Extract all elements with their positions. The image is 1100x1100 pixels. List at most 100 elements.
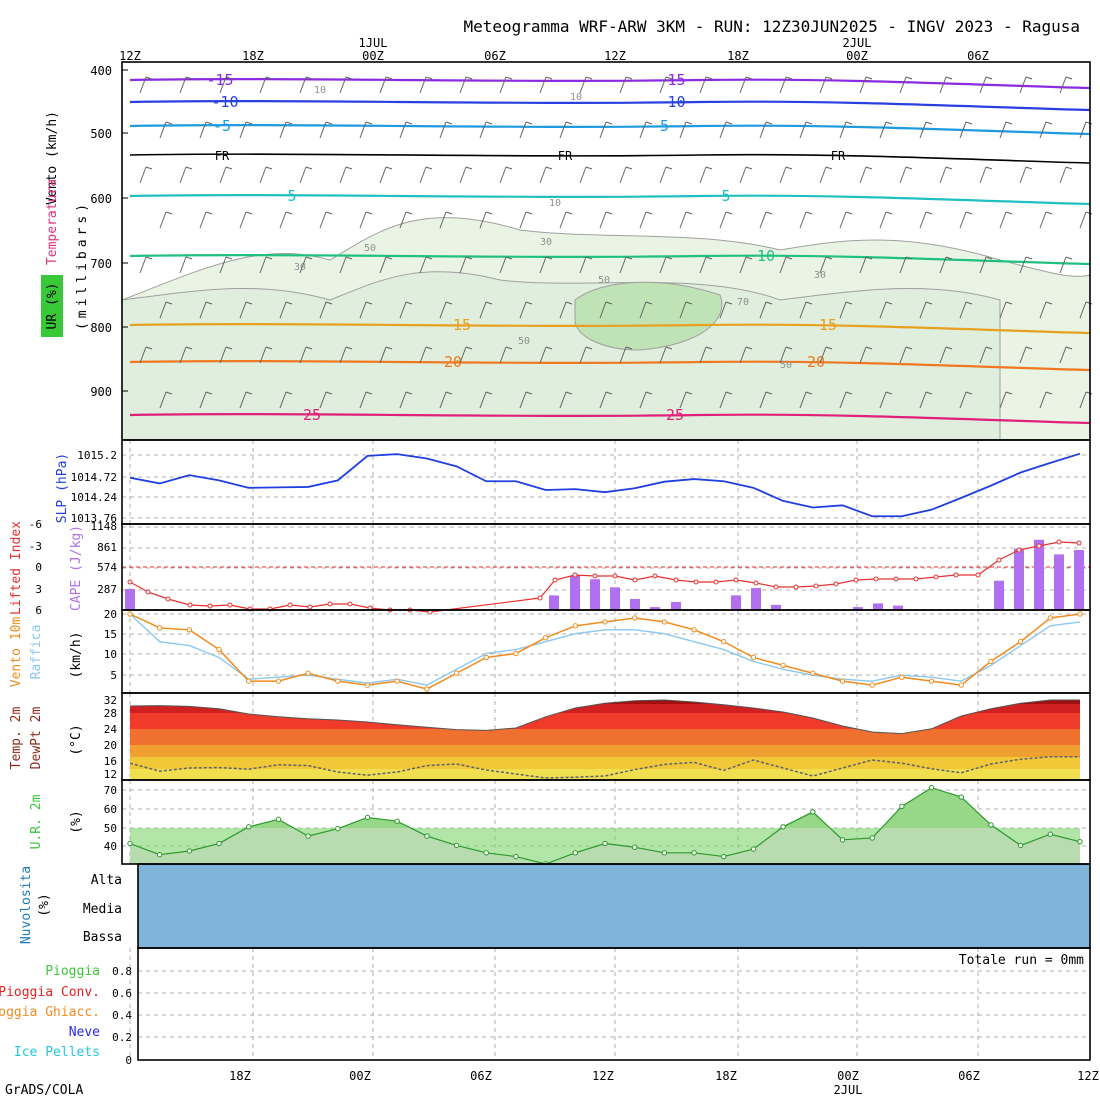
wind-barb-flag [885, 391, 893, 395]
wind-point [127, 611, 133, 617]
cape-bar [1014, 548, 1024, 610]
rh-point [780, 824, 786, 830]
wind-barb-flag [145, 166, 153, 170]
wind-barb [359, 391, 367, 409]
wind-barb-flag [945, 166, 953, 170]
wind-barb [479, 121, 487, 139]
wind-barb [639, 391, 647, 409]
wind-barb [399, 391, 407, 409]
wind-barb [939, 256, 947, 274]
wind-barb [979, 346, 987, 364]
wind-barb [1019, 166, 1027, 184]
li-point [572, 572, 578, 578]
wind-barb-flag [1005, 121, 1013, 125]
rh-point [572, 850, 579, 856]
top-time-label: 12Z [604, 49, 626, 63]
rh-point [1047, 831, 1054, 837]
wind-barb-flag [845, 121, 853, 125]
wind-barb [339, 76, 347, 94]
cloud-fill [138, 864, 1090, 948]
wind-tick: 15 [104, 628, 117, 641]
wind-barb [199, 391, 207, 409]
wind-point [780, 662, 786, 669]
rh-point [721, 853, 727, 860]
cape-bar [125, 589, 135, 610]
isotherm-label: -10 [211, 93, 238, 111]
rh-point [424, 833, 430, 839]
wind-barb-flag [965, 391, 973, 395]
slp-line [129, 452, 1081, 518]
isotherm-label: 10 [757, 247, 775, 265]
wind-barb-flag [265, 256, 273, 260]
rh-tick: 70 [104, 784, 117, 797]
cape-bar [630, 599, 640, 610]
cape-bar [731, 595, 741, 610]
wind-point [1047, 615, 1054, 621]
wind-barb-flag [285, 211, 293, 215]
wind-barb [519, 121, 527, 139]
wind-barb-flag [205, 211, 213, 215]
wind-barb-flag [565, 391, 573, 395]
wind-barb [319, 301, 327, 319]
wind-barb [239, 211, 247, 229]
li-point [1076, 540, 1082, 546]
wind-barb [199, 301, 207, 319]
isotherm-label: 5 [287, 187, 296, 205]
wind-barb-flag [485, 121, 493, 125]
wind-barb [179, 166, 187, 184]
wind-barb-flag [965, 301, 973, 305]
wind-barb [419, 166, 427, 184]
wind-barb [299, 166, 307, 184]
isotherm-label: 20 [807, 353, 825, 371]
wind-barb [419, 346, 427, 364]
wind-barb-flag [685, 121, 693, 125]
wind-barb [899, 166, 907, 184]
li-point [853, 577, 859, 583]
li-point [187, 602, 193, 608]
wind-barb-flag [585, 76, 593, 80]
cape-bar [549, 595, 559, 610]
wind-barb-flag [265, 76, 273, 80]
wind-barb [199, 211, 207, 229]
rh-unit: (%) [69, 810, 84, 833]
wind-point [721, 638, 727, 645]
wind-barb [599, 391, 607, 409]
li-point [287, 602, 293, 608]
li-tick: 3 [35, 583, 42, 596]
wind-barb [139, 76, 147, 94]
isotherm-label: -15 [206, 71, 233, 89]
rh-contour-label: 10 [314, 85, 326, 96]
wind-barb-flag [1065, 76, 1073, 80]
wind-barb [679, 301, 687, 319]
isotherm-line [129, 100, 1091, 112]
wind-barb [299, 256, 307, 274]
temp-band [130, 745, 1080, 757]
wind-point [305, 670, 311, 676]
bottom-time-label: 18Z [229, 1069, 251, 1083]
wind-barb-flag [725, 391, 733, 395]
wind-barb-flag [1085, 391, 1093, 395]
label-temperatura: Temperatura [45, 179, 60, 265]
wind-barb-flag [345, 256, 353, 260]
wind-barb-flag [785, 256, 793, 260]
bottom-time-label: 06Z [958, 1069, 980, 1083]
wind-barb-flag [725, 301, 733, 305]
temp-tick: 28 [104, 707, 117, 720]
li-point [753, 580, 759, 586]
wind-barb-flag [1045, 301, 1053, 305]
wind-barb [359, 301, 367, 319]
isotherm-line [129, 323, 1091, 335]
wind-barb [759, 211, 767, 229]
precip-legend-item: Pioggia Conv. [0, 985, 100, 1000]
rh-contour-label: 30 [294, 262, 306, 273]
pressure-tick: 900 [90, 385, 112, 399]
wind-barb [759, 121, 767, 139]
cloud-label: Nuvolosita [19, 866, 34, 944]
wind-barb-flag [645, 391, 653, 395]
wind-barb-flag [425, 256, 433, 260]
wind-barb [819, 346, 827, 364]
cloud-level-label: Media [83, 902, 122, 917]
wind-barb-flag [605, 211, 613, 215]
wind-barb-flag [545, 346, 553, 350]
